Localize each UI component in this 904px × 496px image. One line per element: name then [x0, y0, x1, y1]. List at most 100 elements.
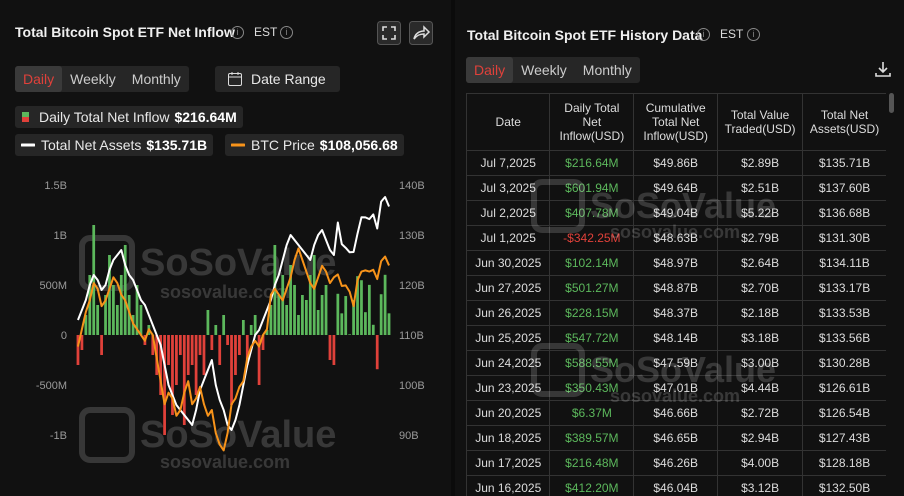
bar: [336, 293, 340, 335]
column-header: Date: [466, 93, 551, 151]
bar: [312, 255, 316, 335]
watermark-brand: SoSoValue: [140, 242, 336, 284]
tab[interactable]: Monthly: [582, 62, 632, 78]
legend-item[interactable]: Daily Total Net Inflow $216.64M: [15, 106, 243, 128]
table-cell: $48.97B: [633, 250, 719, 276]
bar: [198, 335, 202, 355]
table-row: Jun 25,2025 $547.72M $48.14B $3.18B $133.56B: [466, 325, 886, 351]
date-range-button[interactable]: Date Range: [215, 66, 340, 92]
table-cell: Jun 18,2025: [466, 425, 551, 451]
table-cell: $4.44B: [717, 375, 804, 401]
bar: [210, 335, 214, 350]
info-icon[interactable]: i: [697, 28, 710, 41]
table-cell: $49.86B: [633, 150, 719, 176]
bar: [352, 299, 355, 335]
bar: [360, 280, 363, 335]
timezone: EST: [254, 25, 278, 39]
bar: [332, 335, 336, 365]
line: [77, 196, 390, 431]
timezone: EST: [720, 27, 744, 41]
table-cell: Jun 16,2025: [466, 475, 551, 496]
bar: [171, 335, 174, 415]
legend-swatch: [21, 143, 35, 147]
share-button[interactable]: [409, 21, 433, 45]
tab[interactable]: Weekly: [70, 71, 116, 87]
table-cell: $126.61B: [802, 375, 886, 401]
info-icon[interactable]: i: [280, 26, 293, 39]
table-cell: $134.11B: [802, 250, 886, 276]
bar: [301, 295, 304, 335]
bar: [100, 335, 103, 355]
bar: [104, 295, 107, 335]
table-cell: $2.89B: [717, 150, 804, 176]
bar: [123, 245, 127, 335]
table-cell: $6.37M: [549, 400, 635, 426]
bar: [324, 285, 328, 335]
table-cell: $4.00B: [717, 450, 804, 476]
tab[interactable]: Weekly: [521, 62, 567, 78]
table-row: Jun 24,2025 $588.55M $47.59B $3.00B $130.28B: [466, 350, 886, 376]
bar: [167, 335, 170, 365]
table-cell: $48.87B: [633, 275, 719, 301]
column-header: Total Net Assets(USD): [802, 93, 886, 151]
info-icon[interactable]: i: [747, 28, 760, 41]
table-cell: $132.50B: [802, 475, 886, 496]
table-row: Jul 2,2025 $407.78M $49.04B $5.22B $136.68B: [466, 200, 886, 226]
period-tabs: Daily Weekly Monthly: [15, 66, 189, 92]
bar: [226, 335, 229, 345]
bar: [238, 335, 241, 355]
bar: [139, 305, 143, 335]
bar: [328, 335, 332, 360]
bar: [159, 335, 163, 395]
table-row: Jun 20,2025 $6.37M $46.66B $2.72B $126.54B: [466, 400, 886, 426]
calendar-icon: [228, 72, 242, 86]
bar: [115, 305, 119, 335]
bar: [371, 324, 375, 335]
watermark-url: sosovalue.com: [160, 452, 290, 472]
chart: SoSoValue sosovalue.com SoSoValue sosova…: [36, 180, 425, 472]
info-icon[interactable]: i: [231, 26, 244, 39]
legend-item[interactable]: BTC Price $108,056.68: [225, 134, 404, 156]
table-cell: $228.15M: [549, 300, 635, 326]
bar: [206, 310, 210, 335]
fullscreen-button[interactable]: [377, 21, 401, 45]
bar: [112, 285, 115, 335]
table-cell: $48.63B: [633, 225, 719, 251]
bar: [304, 300, 308, 335]
legend-value: $108,056.68: [319, 137, 398, 153]
table-cell: $3.18B: [717, 325, 804, 351]
table-wrap: Date Daily Total Net Inflow(USD) Cumulativ…: [466, 93, 886, 496]
table-body: Jul 7,2025 $216.64M $49.86B $2.89B $135.71B J…: [466, 150, 886, 496]
plot: [76, 196, 391, 452]
bar: [96, 305, 100, 335]
download-button[interactable]: [874, 60, 892, 78]
tab[interactable]: Daily: [15, 66, 63, 92]
table-cell: $49.04B: [633, 200, 719, 226]
table-row: Jun 26,2025 $228.15M $48.37B $2.18B $133.53B: [466, 300, 886, 326]
bar: [356, 276, 359, 335]
tab[interactable]: Daily: [466, 57, 514, 83]
bar: [218, 335, 222, 365]
y-tick-label: 0: [61, 330, 67, 342]
legend-name: BTC Price: [251, 137, 315, 153]
table-row: Jun 23,2025 $350.43M $47.01B $4.44B $126.61B: [466, 375, 886, 401]
bar: [364, 312, 367, 335]
bar: [293, 285, 296, 335]
table-row: Jun 27,2025 $501.27M $48.87B $2.70B $133.17B: [466, 275, 886, 301]
table-row: Jul 3,2025 $601.94M $49.64B $2.51B $137.60B: [466, 175, 886, 201]
legend-value: $135.71B: [146, 137, 208, 153]
table-cell: $3.12B: [717, 475, 804, 496]
y-tick-label: 1B: [54, 230, 67, 242]
bar: [241, 320, 245, 335]
tab[interactable]: Monthly: [131, 71, 181, 87]
table-cell: $46.66B: [633, 400, 719, 426]
panel-title: Total Bitcoin Spot ETF History Data: [467, 27, 703, 43]
legend-item[interactable]: Total Net Assets $135.71B: [15, 134, 214, 156]
table-row: Jul 7,2025 $216.64M $49.86B $2.89B $135.71B: [466, 150, 886, 176]
bar: [88, 275, 92, 335]
table-cell: $128.18B: [802, 450, 886, 476]
bar: [108, 255, 111, 335]
bar: [175, 335, 178, 385]
scrollbar[interactable]: [889, 93, 894, 113]
